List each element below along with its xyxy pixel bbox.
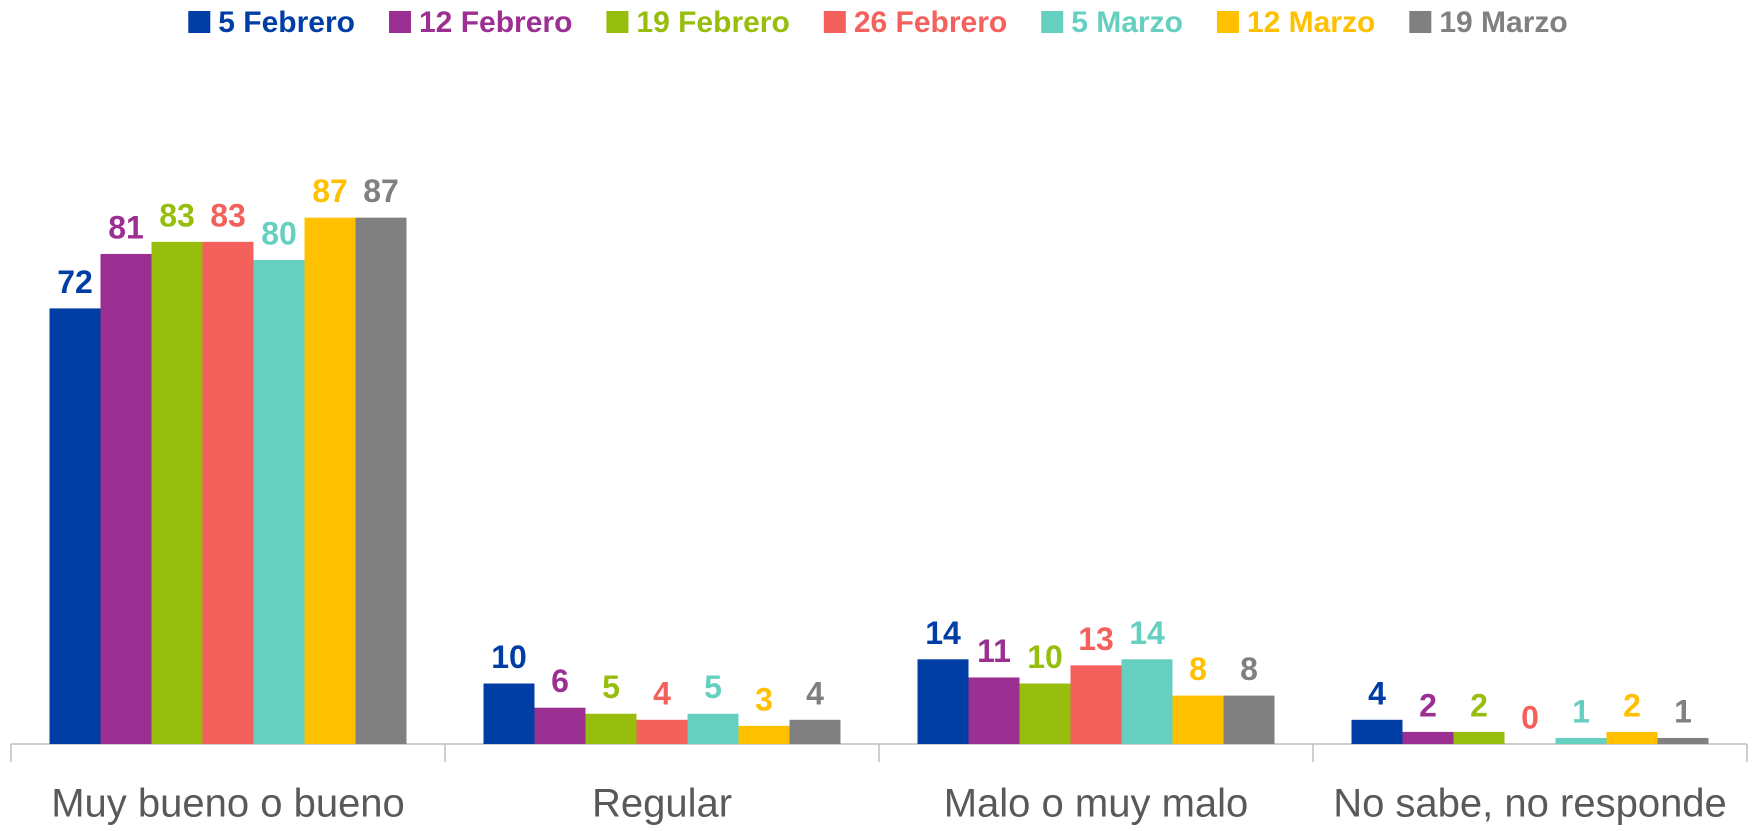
- legend-label: 12 Marzo: [1247, 6, 1375, 39]
- value-label: 4: [653, 675, 671, 711]
- bar: [687, 713, 739, 744]
- legend-swatch: [1041, 11, 1064, 33]
- bar: [1070, 665, 1122, 744]
- value-label: 5: [704, 669, 722, 705]
- value-label: 4: [1368, 675, 1386, 711]
- legend-label: 19 Marzo: [1439, 6, 1567, 39]
- legend-swatch: [1216, 11, 1239, 33]
- value-label: 3: [755, 681, 773, 717]
- bar: [585, 713, 637, 744]
- value-label: 2: [1470, 687, 1488, 723]
- value-label: 1: [1674, 693, 1692, 729]
- bar: [738, 725, 790, 744]
- bar: [1606, 731, 1658, 744]
- legend-label: 19 Febrero: [636, 6, 789, 39]
- bar: [1351, 719, 1403, 744]
- bar: [636, 719, 688, 744]
- value-label: 8: [1189, 651, 1207, 687]
- legend-label: 5 Febrero: [218, 6, 355, 39]
- bar: [483, 683, 535, 744]
- legend-label: 5 Marzo: [1071, 6, 1183, 39]
- value-label: 81: [108, 209, 144, 245]
- legend-label: 26 Febrero: [854, 6, 1007, 39]
- bar: [534, 707, 586, 744]
- value-label: 4: [806, 675, 824, 711]
- bar: [202, 241, 254, 744]
- bar: [304, 217, 356, 744]
- value-label: 6: [551, 663, 569, 699]
- value-label: 13: [1078, 621, 1114, 657]
- legend-swatch: [606, 11, 629, 33]
- legend-swatch: [1409, 11, 1432, 33]
- bar: [968, 677, 1020, 744]
- value-label: 10: [1027, 639, 1063, 675]
- value-label: 83: [210, 197, 246, 233]
- value-label: 14: [1129, 615, 1165, 651]
- bar: [355, 217, 407, 744]
- bar: [1657, 737, 1709, 744]
- bar: [1223, 695, 1275, 744]
- value-label: 2: [1623, 687, 1641, 723]
- legend-swatch: [188, 11, 211, 33]
- value-label: 83: [159, 197, 195, 233]
- bar: [1172, 695, 1224, 744]
- bar: [789, 719, 841, 744]
- value-label: 11: [977, 633, 1011, 669]
- legend: 5 Febrero 12 Febrero 19 Febrero 26 Febrero 5…: [188, 6, 1568, 39]
- value-label: 87: [312, 173, 348, 209]
- x-tick-label: Malo o muy malo: [944, 782, 1249, 826]
- bar: [1453, 731, 1505, 744]
- bar: [1555, 737, 1607, 744]
- bar: [253, 260, 305, 744]
- bar: [1402, 731, 1454, 744]
- bar: [1019, 683, 1071, 744]
- bar: [917, 659, 969, 744]
- bar: [1121, 659, 1173, 744]
- legend-label: 12 Febrero: [419, 6, 572, 39]
- value-label: 1: [1572, 693, 1590, 729]
- legend-swatch: [389, 11, 412, 33]
- value-label: 8: [1240, 651, 1258, 687]
- x-tick-label: No sabe, no responde: [1333, 782, 1727, 826]
- value-label: 5: [602, 669, 620, 705]
- value-label: 80: [261, 215, 297, 251]
- value-label: 87: [363, 173, 399, 209]
- value-label: 2: [1419, 687, 1437, 723]
- bar: [151, 241, 203, 744]
- value-label: 0: [1521, 699, 1539, 735]
- bar: [100, 253, 152, 744]
- value-label: 72: [57, 264, 93, 300]
- value-label: 10: [491, 639, 527, 675]
- x-tick-label: Muy bueno o bueno: [51, 782, 405, 826]
- value-label: 14: [925, 615, 961, 651]
- bar: [49, 308, 101, 744]
- legend-swatch: [823, 11, 846, 33]
- x-tick-label: Regular: [592, 782, 732, 826]
